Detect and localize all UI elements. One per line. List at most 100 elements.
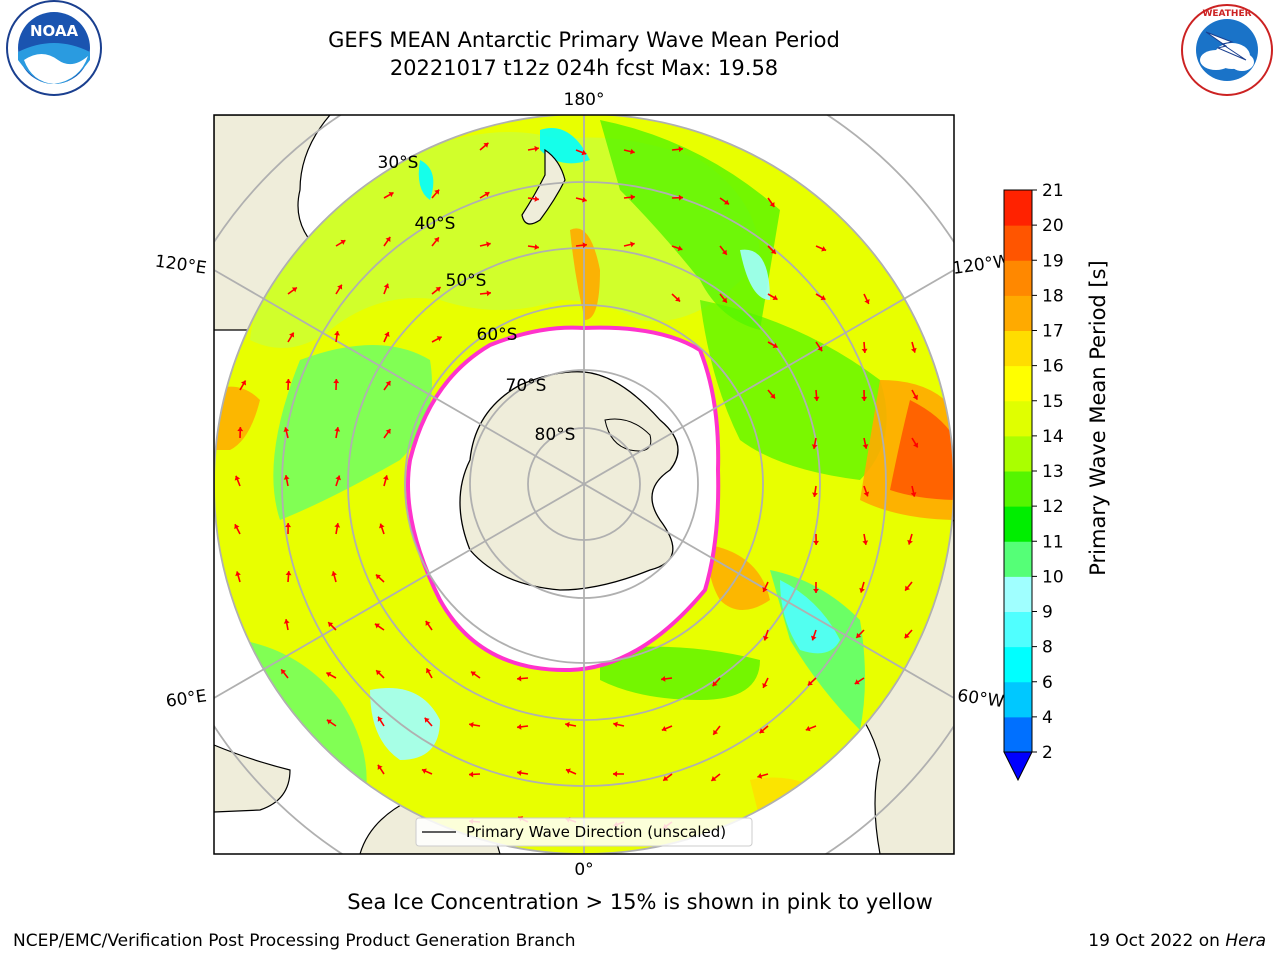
colorbar-segment [1004, 295, 1032, 331]
wave-direction-arrows [234, 142, 919, 829]
wave-arrow-head [581, 149, 587, 156]
map-legend: Primary Wave Direction (unscaled) [415, 817, 753, 847]
colorbar-tick-label: 8 [1042, 638, 1053, 658]
wave-arrow-head [382, 475, 389, 481]
wave-arrow-head [484, 191, 490, 197]
wave-arrow-head [661, 725, 667, 732]
wave-arrow-head [769, 201, 775, 207]
wave-arrow-head [289, 332, 295, 338]
wave-arrow-head [912, 394, 918, 400]
footer-date: 19 Oct 2022 on Hera [1088, 931, 1266, 951]
wave-arrow-head [854, 679, 860, 685]
wave-arrow-head [678, 146, 683, 153]
nws-logo-icon: WEATHER [1181, 4, 1273, 96]
wave-arrow-head [534, 244, 539, 250]
wave-arrow-head [235, 571, 241, 577]
wave-arrow-head [863, 491, 870, 497]
colorbar-tick-label: 11 [1042, 532, 1064, 552]
colorbar-tick-label: 16 [1042, 357, 1064, 377]
wave-arrow-head [285, 571, 292, 576]
colorbar-segment [1004, 506, 1032, 542]
wave-arrow-head [813, 396, 820, 401]
colorbar-segment [1004, 435, 1032, 472]
wave-arrow-head [772, 294, 778, 301]
wave-arrow-head [385, 429, 391, 435]
colorbar-tick-label: 18 [1042, 286, 1064, 306]
graticule [214, 115, 954, 854]
wave-arrow-head [377, 716, 383, 722]
wave-arrow-head [337, 284, 343, 290]
lon-label-60w: 60°W [956, 686, 1005, 712]
wave-arrow-head [630, 148, 635, 155]
wave-arrow-head [811, 444, 818, 449]
colorbar-segment [1004, 400, 1032, 437]
colorbar-segment [1004, 260, 1032, 296]
wave-arrow-head [582, 242, 587, 249]
wave-arrow-head [426, 668, 432, 674]
colorbar-label: Primary Wave Mean Period [s] [1086, 260, 1110, 576]
wave-arrow-head [534, 196, 539, 202]
wave-arrow-head [237, 427, 244, 432]
lon-label-120e: 120°E [154, 252, 208, 279]
legend-label: Primary Wave Direction (unscaled) [466, 823, 726, 841]
wave-arrow-head [285, 523, 292, 528]
colorbar-tick-label: 12 [1042, 497, 1064, 517]
wave-arrow-head [810, 635, 817, 641]
wave-arrow-head [763, 635, 769, 641]
wave-arrow-head [613, 721, 618, 728]
wave-arrow-head [713, 729, 719, 735]
colorbar-segment [1004, 646, 1032, 683]
colorbar-segment [1004, 716, 1032, 753]
colorbar-segment [1004, 471, 1032, 507]
wave-arrow-head [678, 194, 683, 201]
wave-arrow-head [663, 775, 669, 781]
wave-arrow-head [517, 723, 522, 730]
wave-arrow-head [435, 287, 441, 292]
wave-arrow-head [434, 237, 439, 243]
wave-arrow-head [283, 475, 290, 480]
wave-arrow-head [820, 295, 826, 301]
colorbar-segment [1004, 330, 1032, 367]
colorbar-extend-triangle [1003, 751, 1033, 782]
wave-arrow-head [565, 768, 571, 774]
colorbar-segment [1004, 611, 1032, 648]
wave-arrow-head [486, 290, 491, 297]
wave-arrow-head [721, 297, 727, 303]
wave-arrow-head [613, 771, 618, 777]
wave-arrow-head [677, 245, 683, 252]
wave-arrow-head [334, 427, 341, 432]
noaa-logo-text: NOAA [30, 22, 79, 40]
wave-arrow-head [721, 249, 727, 255]
wave-arrow-head [630, 194, 635, 201]
lat-label-70s: 70°S [506, 376, 547, 396]
wave-arrow-head [517, 675, 522, 682]
colorbar-tick-label: 15 [1042, 392, 1064, 412]
wave-arrow-head [805, 725, 811, 732]
wave-arrow-head [862, 540, 869, 545]
wave-arrow-head [757, 773, 763, 779]
wave-arrow-head [565, 721, 570, 728]
wave-arrow-head [331, 571, 337, 577]
wave-arrow-head [862, 444, 869, 449]
wave-arrow-head [772, 342, 778, 348]
wave-arrow-head [425, 620, 431, 626]
wave-arrow-head [436, 336, 442, 342]
wave-arrow-head [281, 669, 287, 675]
footer-date-text: 19 Oct 2022 on [1088, 931, 1220, 951]
wave-arrow-head [334, 523, 341, 528]
wave-arrow-head [913, 442, 919, 448]
wave-arrow-head [517, 770, 522, 776]
lon-label-bottom: 0° [574, 860, 593, 880]
wave-arrow-head [821, 246, 827, 252]
colorbar-segment [1004, 541, 1032, 577]
wave-arrow-head [469, 721, 474, 728]
wave-arrow-head [724, 199, 730, 205]
wave-arrow-head [333, 379, 340, 384]
wave-arrow-head [910, 492, 917, 497]
wave-arrow-head [864, 299, 870, 304]
colorbar-tick-label: 19 [1042, 251, 1064, 271]
wave-arrow-head [326, 719, 332, 725]
wave-arrow-head [770, 393, 776, 399]
wave-arrow-head [375, 574, 381, 580]
